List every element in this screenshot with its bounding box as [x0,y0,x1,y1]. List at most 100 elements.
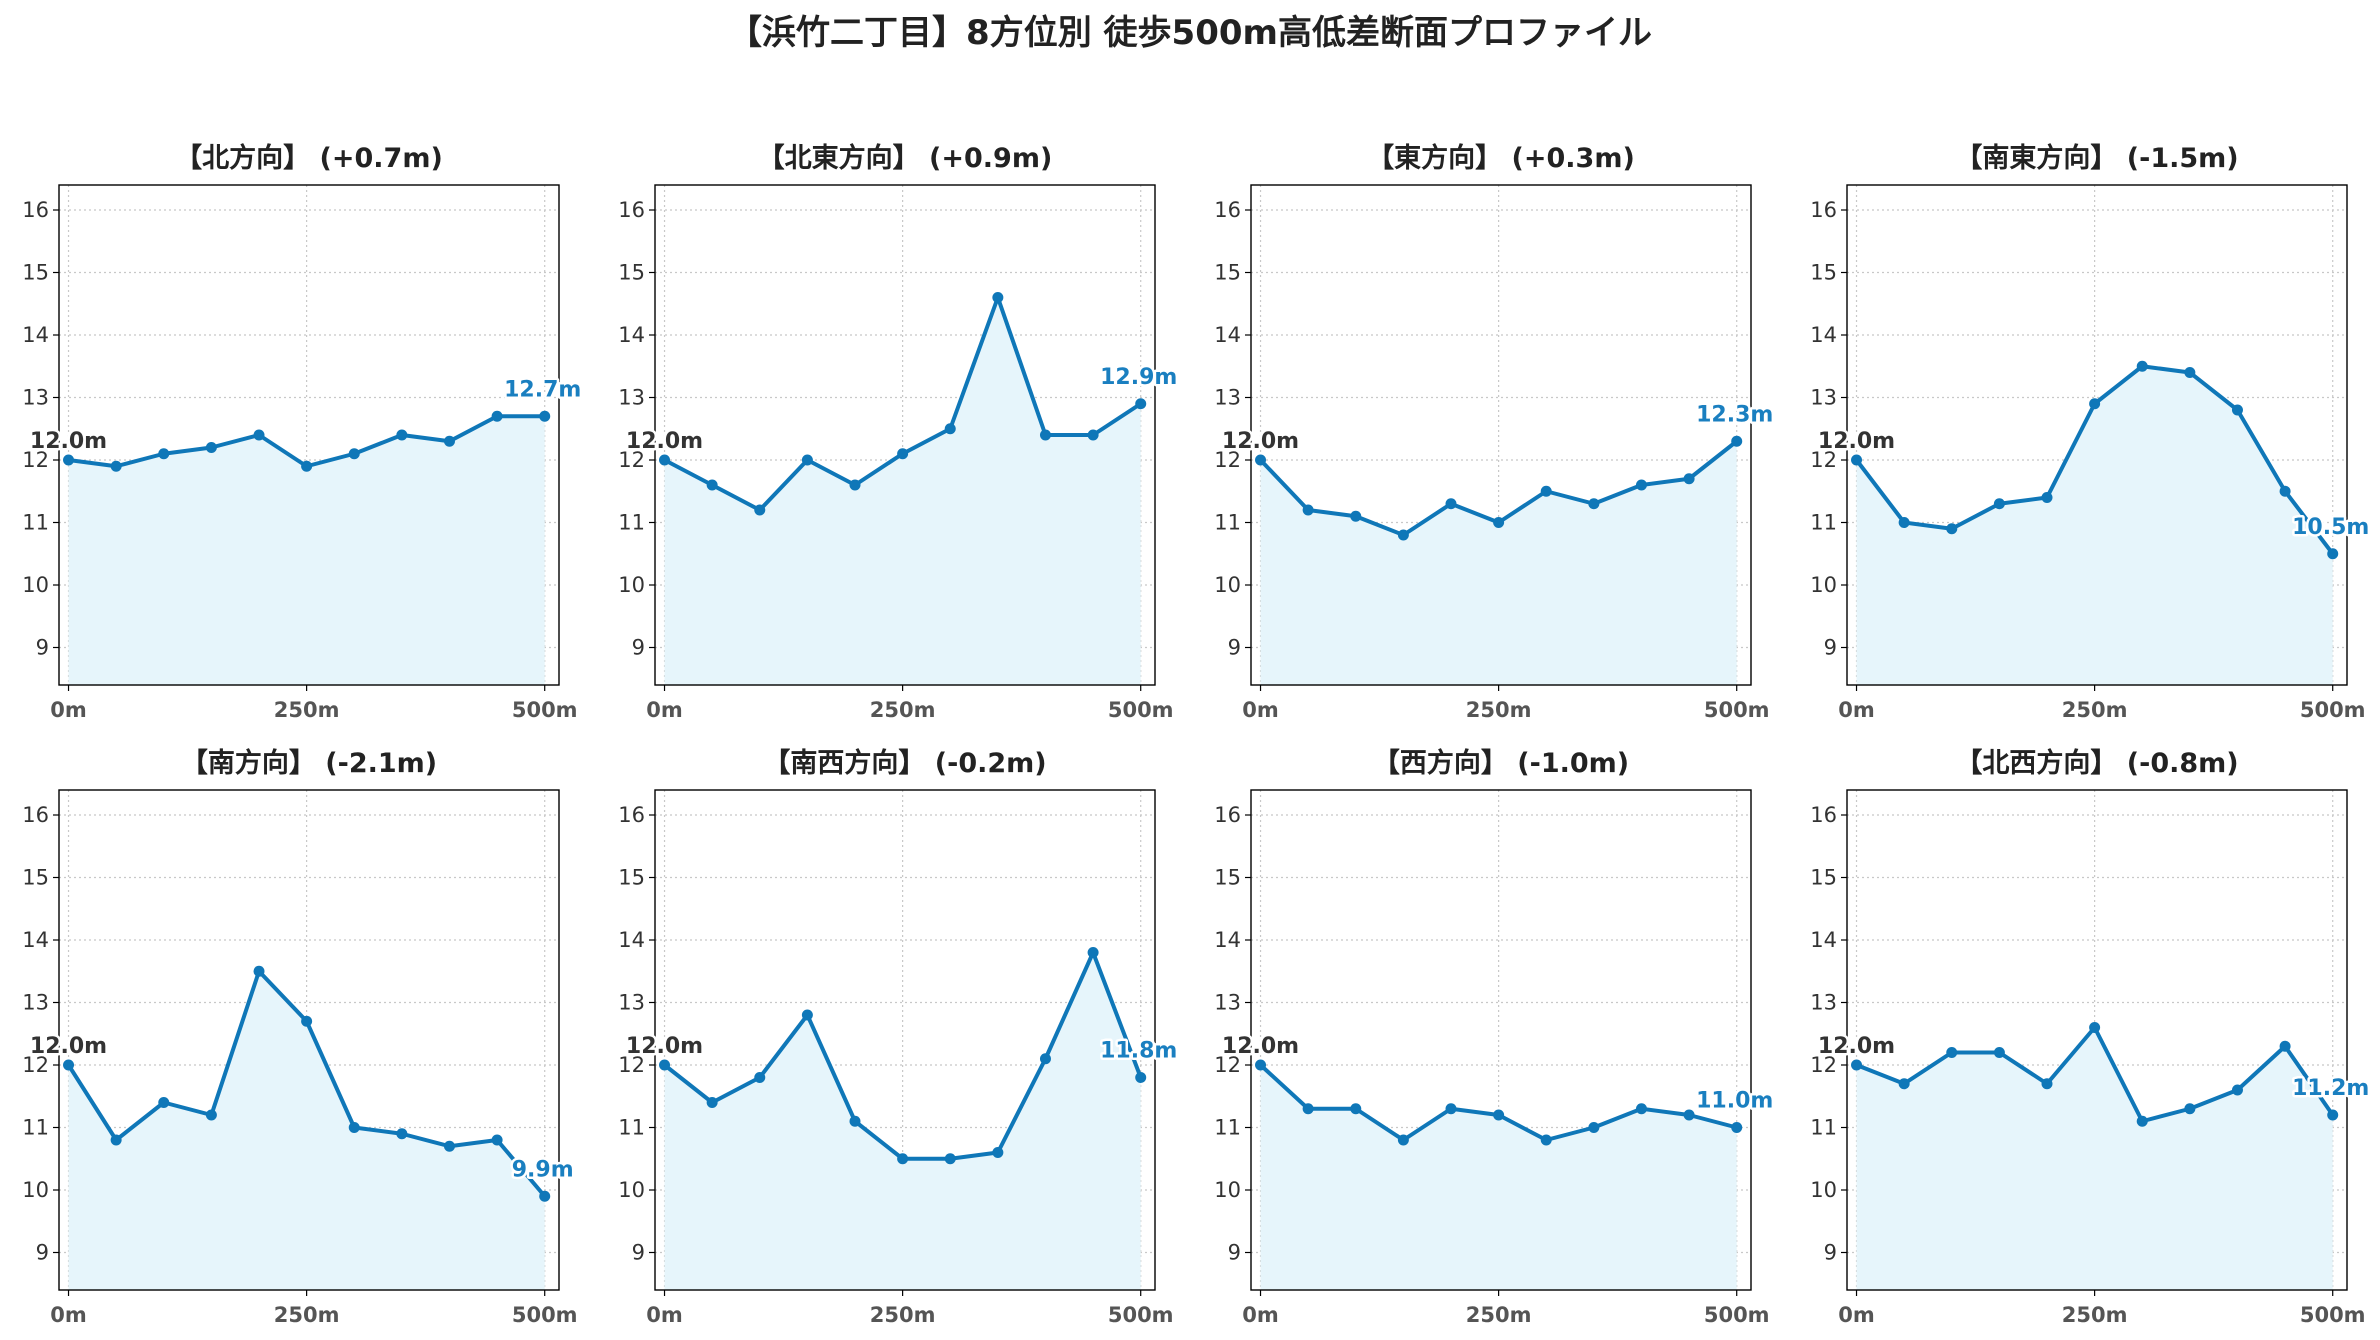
y-tick-label: 14 [1214,323,1241,347]
elevation-point [1540,1134,1552,1146]
start-elevation-label: 12.0m [1818,429,1895,454]
x-tick-label: 0m [1242,1303,1279,1327]
elevation-point [944,423,956,435]
axes-frame [58,789,560,1291]
elevation-point [1993,498,2005,510]
x-tick-label: 250m [870,698,936,722]
elevation-point [443,435,455,447]
elevation-point [706,1097,718,1108]
elevation-point [1946,1047,1958,1058]
y-tick-label: 9 [36,1241,49,1265]
profile-area [1856,366,2333,685]
figure-title: 【浜竹二丁目】8方位別 徒歩500m高低差断面プロファイル [728,13,1652,53]
x-tick-label: 250m [274,698,340,722]
elevation-point [301,1015,313,1027]
y-tick-label: 13 [618,991,645,1015]
y-tick-label: 16 [22,803,49,827]
y-tick-label: 11 [618,511,645,535]
y-tick-label: 16 [618,803,645,827]
elevation-point [801,454,813,466]
y-tick-label: 12 [1214,1053,1241,1077]
y-tick-label: 16 [618,198,645,222]
elevation-point [205,1109,217,1121]
elevation-point [110,460,122,472]
elevation-point [1851,1059,1863,1071]
elevation-point [1255,1059,1267,1071]
y-tick-label: 9 [1824,1241,1837,1265]
start-elevation-label: 12.0m [30,1034,107,1059]
panel-title: 【北東方向】 (+0.9m) [758,142,1053,174]
elevation-point [110,1134,122,1146]
y-tick-label: 12 [618,448,645,472]
end-elevation-label: 11.0m [1696,1089,1773,1114]
y-tick-label: 11 [22,511,49,535]
profile-area [68,416,545,685]
panel-title: 【東方向】 (+0.3m) [1367,142,1635,174]
elevation-point [2327,548,2339,560]
elevation-point [1946,523,1958,535]
y-tick-label: 14 [22,928,49,952]
x-tick-label: 500m [512,1303,578,1327]
elevation-point [2089,398,2101,410]
elevation-point [1087,947,1099,958]
end-elevation-label: 9.9m [512,1157,574,1182]
elevation-point [754,504,766,516]
elevation-point [1087,429,1099,441]
elevation-point [2231,404,2243,416]
y-tick-label: 14 [618,928,645,952]
y-tick-label: 13 [22,991,49,1015]
elevation-point [2089,1022,2101,1033]
start-elevation-label: 12.0m [1222,1034,1299,1059]
y-tick-label: 15 [22,261,49,285]
y-tick-label: 12 [22,448,49,472]
x-tick-label: 0m [1838,1303,1875,1327]
y-tick-label: 13 [1810,991,1837,1015]
y-tick-label: 14 [618,323,645,347]
x-tick-label: 0m [50,698,87,722]
profile-area [1856,1027,2333,1290]
y-tick-label: 16 [1810,198,1837,222]
elevation-point [801,1009,813,1021]
elevation-point [539,410,551,422]
panel-title: 【北方向】 (+0.7m) [175,142,443,174]
end-elevation-label: 11.8m [1100,1039,1177,1064]
y-tick-label: 13 [1810,386,1837,410]
elevation-point [1731,435,1743,447]
x-tick-label: 500m [2300,1303,2366,1327]
y-tick-label: 11 [1214,511,1241,535]
panel-title: 【南西方向】 (-0.2m) [763,747,1046,779]
elevation-point [1588,498,1600,510]
elevation-point [491,1134,503,1146]
elevation-point [1731,1122,1743,1133]
elevation-point [348,448,360,460]
x-tick-label: 500m [1108,698,1174,722]
profile-area [1260,1065,1737,1290]
y-tick-label: 9 [1228,636,1241,660]
end-elevation-label: 12.7m [504,377,581,402]
profile-panel: 【南東方向】 (-1.5m) 9 10 11 12 13 14 15 16 0m 250m 500m 1… [1810,142,2372,722]
y-tick-label: 16 [22,198,49,222]
y-tick-label: 12 [1810,448,1837,472]
elevation-point [1302,504,1314,516]
elevation-point [2136,360,2148,372]
y-tick-label: 11 [1810,1116,1837,1140]
start-elevation-label: 12.0m [626,1034,703,1059]
elevation-point [1588,1122,1600,1133]
axes-frame [58,184,560,686]
profile-panel: 【西方向】 (-1.0m) 9 10 11 12 13 14 15 16 0m 250m 500m 12… [1214,747,1776,1327]
elevation-point [253,429,265,441]
x-tick-label: 500m [1108,1303,1174,1327]
elevation-point [396,429,408,441]
elevation-point [1039,1053,1051,1065]
elevation-point [849,1115,861,1127]
end-elevation-label: 11.2m [2292,1076,2369,1101]
elevation-point [1135,1072,1147,1083]
elevation-point [1635,479,1647,491]
elevation-point [2184,367,2196,378]
elevation-point [897,1153,909,1165]
elevation-point [205,442,217,453]
elevation-point [253,965,265,977]
axes-frame [1846,184,2348,686]
elevation-point [2327,1109,2339,1121]
y-tick-label: 10 [618,1178,645,1202]
